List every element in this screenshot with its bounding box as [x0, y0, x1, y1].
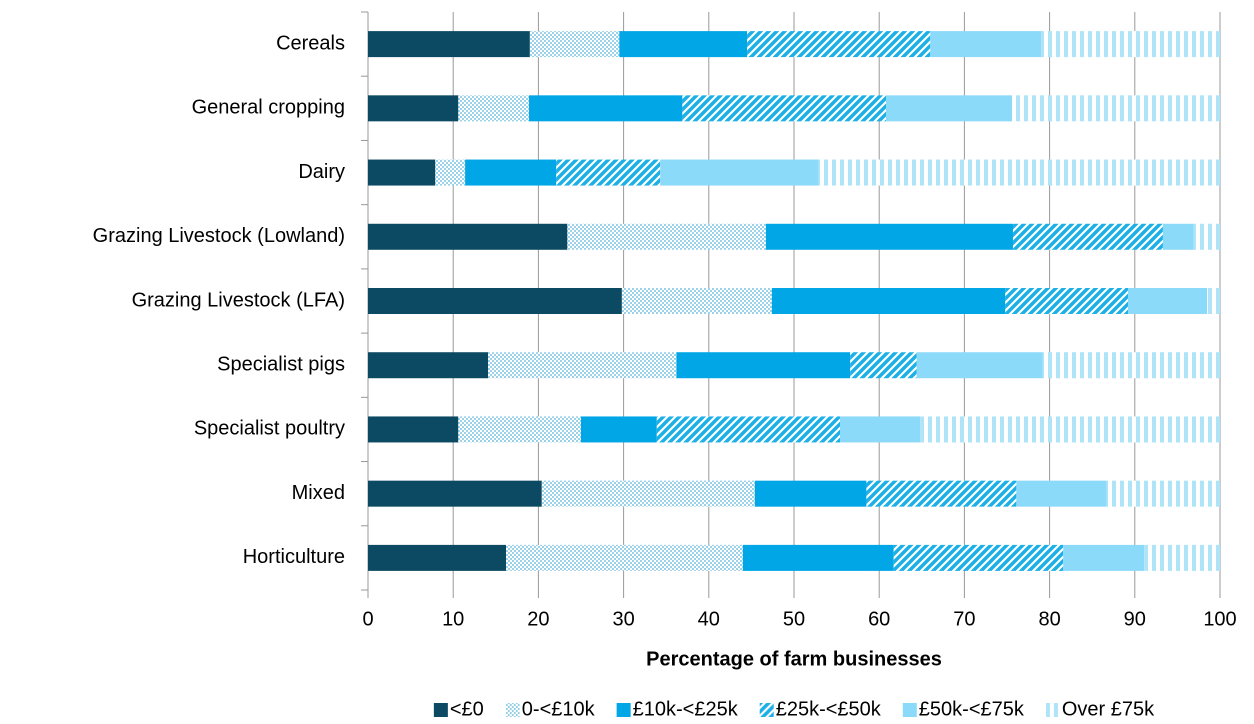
bar-segment	[747, 31, 931, 58]
bar-segment	[458, 95, 530, 122]
legend-swatch	[616, 703, 631, 717]
y-tick-label: Mixed	[292, 482, 345, 504]
bar-segment	[488, 352, 677, 379]
x-tick-label: 10	[442, 608, 464, 630]
legend-label: £50k-<£75k	[919, 698, 1025, 720]
bar-segment	[1127, 288, 1208, 314]
legend-item: £50k-<£75k	[902, 698, 1025, 720]
y-tick-label: Grazing Livestock (Lowland)	[93, 225, 345, 247]
bar-segment	[541, 480, 755, 507]
x-tick-label: 30	[612, 608, 634, 630]
x-tick-label: 40	[698, 608, 720, 630]
bar-segment	[368, 480, 542, 507]
bar-segment	[656, 416, 841, 443]
bar-segment	[1012, 95, 1220, 122]
x-tick-label: 0	[362, 608, 373, 630]
bar-segment	[850, 352, 917, 379]
bar-segment	[893, 544, 1064, 571]
bar-segment	[368, 416, 459, 443]
bar-segment	[660, 159, 819, 186]
legend-label: <£0	[450, 698, 484, 720]
y-tick-label: Cereals	[276, 32, 345, 54]
legend-item: <£0	[433, 698, 484, 720]
bar-segment	[682, 95, 887, 122]
bar-segment	[771, 288, 1006, 314]
bar-segment	[368, 352, 489, 379]
bar-segment	[458, 416, 581, 443]
bar-segment	[506, 544, 743, 571]
y-tick-label: Grazing Livestock (LFA)	[132, 289, 345, 311]
legend-swatch	[505, 703, 520, 717]
x-tick-label: 80	[1038, 608, 1060, 630]
x-tick-label: 90	[1124, 608, 1146, 630]
bar-segment	[818, 159, 1220, 186]
bar-segment	[1193, 223, 1220, 250]
bar-segment	[930, 31, 1042, 58]
y-tick-label: Specialist poultry	[194, 418, 345, 440]
bar-segment	[1042, 352, 1220, 379]
x-tick-label: 50	[783, 608, 805, 630]
bar-segment	[1106, 480, 1220, 507]
bar-segment	[556, 159, 661, 186]
bar-segment	[567, 223, 766, 250]
legend-swatch	[759, 703, 774, 717]
bar-segment	[581, 416, 657, 443]
bar-segment	[754, 480, 867, 507]
bar-segment	[886, 95, 1013, 122]
bar-segment	[1063, 544, 1145, 571]
legend-item: £10k-<£25k	[616, 698, 739, 720]
x-tick-label: 100	[1203, 608, 1236, 630]
bar-segment	[368, 288, 622, 314]
legend-label: £10k-<£25k	[633, 698, 739, 720]
bar-segment	[1012, 223, 1163, 250]
y-tick-label: Horticulture	[243, 546, 345, 568]
legend-item: Over £75k	[1045, 698, 1155, 720]
bar-segment	[368, 223, 568, 250]
y-tick-label: General cropping	[192, 97, 345, 119]
bar-segment	[1016, 480, 1107, 507]
bar-segment	[619, 31, 748, 58]
bar-segment	[368, 544, 507, 571]
bar-segment	[765, 223, 1013, 250]
bar-segment	[435, 159, 466, 186]
bar-segment	[920, 416, 1220, 443]
bar-segment	[1041, 31, 1220, 58]
bar-segment	[1162, 223, 1194, 250]
legend-swatch	[433, 703, 448, 717]
x-tick-label: 70	[953, 608, 975, 630]
bar-segment	[368, 159, 436, 186]
legend-label: £25k-<£50k	[776, 698, 882, 720]
bar-segment	[529, 95, 683, 122]
bar-segment	[1144, 544, 1220, 571]
bar-segment	[465, 159, 557, 186]
bar-segment	[529, 31, 620, 58]
legend-label: 0-<£10k	[522, 698, 596, 720]
legend-label: Over £75k	[1062, 698, 1155, 720]
bar-segment	[676, 352, 851, 379]
x-tick-label: 20	[527, 608, 549, 630]
bar-segment	[1005, 288, 1128, 314]
x-tick-label: 60	[868, 608, 890, 630]
bar-segment	[621, 288, 772, 314]
bar-segment	[840, 416, 921, 443]
legend-item: £25k-<£50k	[759, 698, 882, 720]
legend-swatch	[902, 703, 917, 717]
bar-segment	[866, 480, 1017, 507]
y-tick-label: Specialist pigs	[217, 354, 345, 376]
legend-item: 0-<£10k	[505, 698, 596, 720]
bar-segment	[368, 95, 459, 122]
bar-segment	[916, 352, 1043, 379]
y-tick-label: Dairy	[298, 161, 345, 183]
bar-segment	[1207, 288, 1220, 314]
legend-swatch	[1045, 703, 1060, 717]
bar-segment	[368, 31, 530, 58]
x-axis-title: Percentage of farm businesses	[646, 648, 942, 670]
bar-segment	[742, 544, 894, 571]
